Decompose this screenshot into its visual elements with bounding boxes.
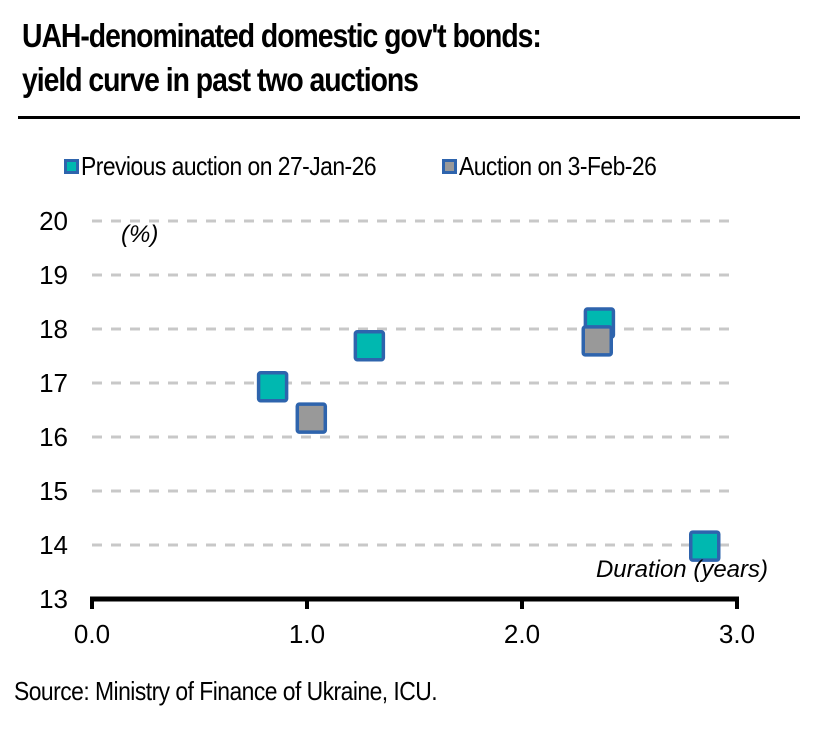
marker-series-0-point-3 <box>689 530 721 562</box>
y-axis-ticks: 13 14 15 16 17 18 19 20 <box>39 206 68 614</box>
legend-label-previous-auction: Previous auction on 27-Jan-26 <box>81 150 377 181</box>
y-tick-label-13: 13 <box>39 584 68 614</box>
y-tick-label-17: 17 <box>39 368 68 398</box>
gridlines <box>92 219 737 547</box>
x-tick-label-1.0: 1.0 <box>289 619 325 649</box>
legend-swatch-current-auction <box>442 158 458 174</box>
x-tick-label-0.0: 0.0 <box>74 619 110 649</box>
legend-label-current-auction: Auction on 3-Feb-26 <box>459 150 657 181</box>
legend-item-current-auction: Auction on 3-Feb-26 <box>442 151 683 182</box>
x-tick-label-3.0: 3.0 <box>719 619 755 649</box>
legend-swatch-previous-auction <box>64 158 79 174</box>
marker-series-1-point-1 <box>581 325 613 357</box>
y-tick-label-20: 20 <box>39 206 68 236</box>
y-tick-label-15: 15 <box>39 476 68 506</box>
data-points <box>256 307 721 562</box>
marker-series-0-point-0 <box>256 371 289 403</box>
chart-title-line-2: yield curve in past two auctions <box>22 61 419 98</box>
marker-series-0-point-1 <box>353 329 386 362</box>
legend-item-previous-auction: Previous auction on 27-Jan-26 <box>64 151 416 182</box>
title-divider <box>18 116 800 119</box>
y-tick-label-18: 18 <box>39 314 68 344</box>
y-tick-label-16: 16 <box>39 422 68 452</box>
y-tick-label-14: 14 <box>39 530 68 560</box>
chart-title: UAH-denominated domestic gov't bonds: yi… <box>22 14 693 102</box>
y-axis-title: (%) <box>121 221 158 248</box>
chart-title-line-1: UAH-denominated domestic gov't bonds: <box>22 17 542 54</box>
source-note: Source: Ministry of Finance of Ukraine, … <box>14 676 438 706</box>
y-tick-label-19: 19 <box>39 260 68 290</box>
marker-series-1-point-0 <box>295 402 328 434</box>
x-tick-label-2.0: 2.0 <box>504 619 540 649</box>
x-axis-title: Duration (years) <box>596 556 768 583</box>
legend: Previous auction on 27-Jan-26 Auction on… <box>40 148 709 184</box>
x-axis: 0.0 1.0 2.0 3.0 <box>74 596 755 649</box>
